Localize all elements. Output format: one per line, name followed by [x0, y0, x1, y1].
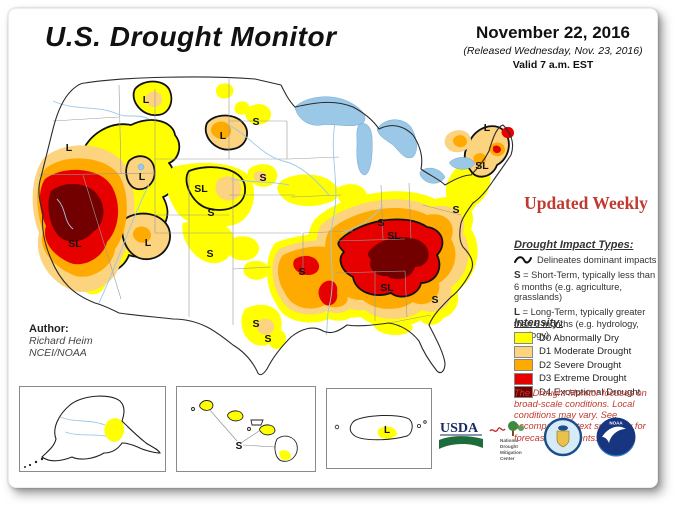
puerto-rico-impact-label: L: [384, 425, 390, 436]
impact-legend-title: Drought Impact Types:: [514, 239, 634, 251]
ndmc-tree: [508, 421, 518, 431]
intensity-row-d1: D1 Moderate Drought: [514, 345, 664, 358]
inset-alaska-map: [19, 386, 166, 472]
ndmc-text-1: National: [500, 438, 518, 443]
released-date: (Released Wednesday, Nov. 23, 2016): [463, 45, 643, 57]
hawaii-impact-label: S: [236, 441, 243, 452]
map-impact-label: S: [431, 294, 438, 306]
d4-swatch: [514, 386, 533, 398]
ndmc-text-4: Center: [500, 456, 515, 461]
map-impact-label: S: [264, 333, 271, 345]
d4-label: D4 Exceptional Drought: [539, 386, 641, 398]
map-impact-label: L: [220, 130, 227, 142]
puerto-rico-outline: [349, 414, 413, 441]
noaa-logo: NOAA: [596, 417, 636, 457]
intensity-row-d4: D4 Exceptional Drought: [514, 386, 664, 398]
intensity-legend-title: Intensity:: [514, 317, 563, 329]
inset-hawaii-map: S: [176, 386, 316, 472]
map-impact-label: S: [377, 217, 384, 229]
alaska-outline: [41, 395, 161, 462]
ndmc-text-2: Drought: [500, 444, 518, 449]
state-borders: [38, 79, 462, 325]
d0-swatch: [514, 332, 533, 344]
map-impact-label: S: [206, 248, 213, 260]
map-date: November 22, 2016: [475, 23, 631, 42]
ndmc-text-3: Mitigation: [500, 450, 522, 455]
aleutian-islands: [24, 457, 44, 468]
usda-swoosh: [439, 436, 483, 449]
noaa-logo-text: NOAA: [609, 421, 623, 426]
us-coastline: [38, 76, 514, 376]
map-impact-label: L: [66, 142, 73, 154]
map-impact-label: S: [207, 207, 214, 219]
intensity-legend: Intensity: D0 Abnormally Dry D1 Moderate…: [514, 317, 664, 400]
author-org: NCEI/NOAA: [29, 347, 87, 359]
commerce-shield: [556, 430, 570, 448]
map-impact-label: L: [145, 237, 152, 249]
drought-monitor-page: U.S. Drought Monitor November 22, 2016 (…: [8, 8, 658, 488]
long-term-key: L: [514, 307, 520, 319]
impact-delineates-row: Delineates dominant impacts: [514, 255, 662, 266]
map-impact-label: L: [484, 122, 491, 134]
map-impact-label: L: [139, 171, 146, 183]
rivers: [52, 100, 384, 336]
short-term-text: = Short-Term, typically less than 6 mont…: [514, 269, 656, 303]
map-impact-label: SL: [194, 183, 208, 195]
map-impact-label: S: [252, 116, 259, 128]
date-block: November 22, 2016 (Released Wednesday, N…: [437, 23, 669, 71]
d2-label: D2 Severe Drought: [539, 359, 622, 371]
author-heading: Author:: [29, 323, 69, 335]
ndmc-logo: National Drought Mitigation Center: [489, 421, 524, 461]
page-title: U.S. Drought Monitor: [45, 21, 337, 52]
map-impact-label: S: [252, 318, 259, 330]
d1-label: D1 Moderate Drought: [539, 346, 632, 357]
puerto-rico-d0-area: [377, 426, 397, 439]
d0-label: D0 Abnormally Dry: [539, 332, 619, 344]
map-impact-label: S: [298, 266, 305, 278]
author-block: Author: Richard Heim NCEI/NOAA: [29, 323, 93, 359]
valid-time: Valid 7 a.m. EST: [512, 59, 594, 71]
alaska-d0-area: [104, 418, 124, 442]
d4-regions: [48, 183, 429, 280]
impact-short-term: S = Short-Term, typically less than 6 mo…: [514, 270, 662, 303]
intensity-row-d3: D3 Extreme Drought: [514, 372, 664, 385]
commerce-seal-logo: [543, 417, 583, 457]
map-impact-label: S: [259, 172, 266, 184]
d3-label: D3 Extreme Drought: [539, 373, 627, 384]
ndmc-pulse-line: [489, 427, 506, 432]
usda-logo: USDA: [439, 421, 483, 449]
d2-swatch: [514, 359, 533, 371]
intensity-row-d2: D2 Severe Drought: [514, 359, 664, 371]
impact-boundary-ring: [185, 166, 246, 211]
map-impact-label: SL: [380, 282, 394, 294]
noaa-bird: [602, 426, 626, 443]
intensity-row-d0: D0 Abnormally Dry: [514, 332, 664, 344]
impact-delineates-text: Delineates dominant impacts: [537, 255, 657, 265]
d3-swatch: [514, 372, 533, 385]
impact-boundary-icon: [514, 256, 532, 264]
map-impact-label: S: [452, 204, 459, 216]
impact-legend: Drought Impact Types: Delineates dominan…: [514, 239, 662, 345]
author-name: Richard Heim: [29, 335, 93, 347]
usda-logo-text: USDA: [440, 421, 479, 436]
map-impact-label: SL: [68, 238, 82, 250]
inset-puerto-rico-map: L: [326, 388, 432, 469]
map-impact-label: SL: [387, 230, 401, 242]
d1-swatch: [514, 345, 533, 358]
commerce-eagle: [558, 425, 568, 431]
updated-weekly-note: Updated Weekly: [524, 193, 648, 213]
map-impact-label: L: [143, 94, 150, 106]
short-term-key: S: [514, 269, 521, 281]
map-impact-label: SL: [475, 160, 489, 172]
